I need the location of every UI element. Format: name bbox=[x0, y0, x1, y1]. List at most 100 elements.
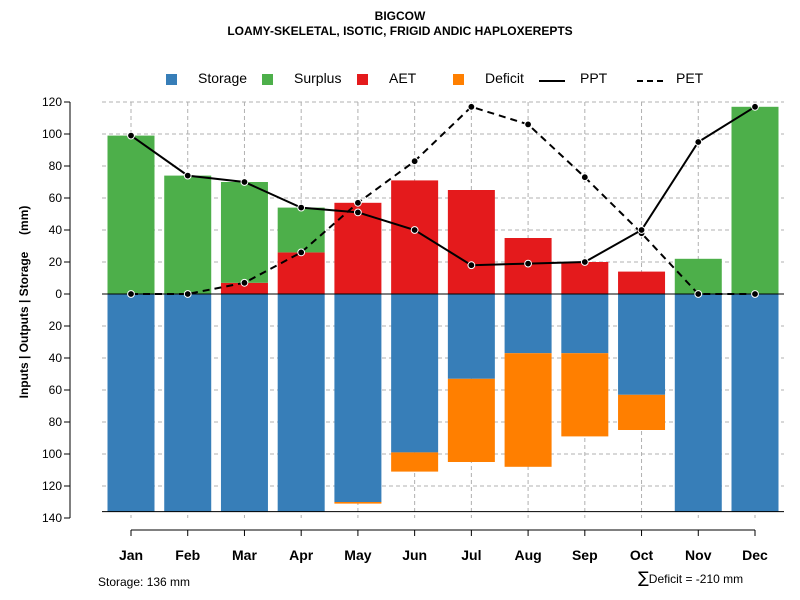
storage-bar bbox=[220, 294, 268, 512]
pet-point bbox=[354, 198, 362, 207]
deficit-sum-note: ∑Deficit = -210 mm bbox=[638, 568, 743, 587]
legend-storage-label: Storage bbox=[198, 70, 248, 86]
y-tick-label: 40 bbox=[49, 223, 63, 237]
legend: Storage Surplus AET Deficit PPT PET bbox=[0, 70, 800, 90]
legend-aet-swatch bbox=[357, 74, 368, 85]
x-tick-label: Oct bbox=[630, 547, 654, 563]
legend-pet-label: PET bbox=[676, 70, 704, 86]
legend-surplus-label: Surplus bbox=[294, 70, 342, 86]
legend-storage-swatch bbox=[166, 74, 177, 85]
y-tick-label: 80 bbox=[49, 415, 63, 429]
ppt-point bbox=[580, 258, 589, 266]
x-tick-label: Sep bbox=[572, 547, 598, 563]
y-tick-label: 100 bbox=[42, 447, 62, 461]
x-tick-label: Jan bbox=[119, 547, 143, 563]
x-tick-label: Mar bbox=[232, 547, 257, 563]
x-tick-label: Feb bbox=[175, 547, 200, 563]
y-tick-label: 40 bbox=[49, 351, 63, 365]
pet-point bbox=[467, 102, 476, 111]
aet-bar bbox=[561, 262, 609, 294]
y-tick-label: 0 bbox=[55, 287, 62, 301]
pet-point bbox=[240, 278, 249, 287]
x-tick-label: Dec bbox=[742, 547, 768, 563]
chart-title: BIGCOW bbox=[374, 9, 426, 23]
sigma-symbol: ∑ bbox=[638, 568, 649, 587]
deficit-bar bbox=[618, 394, 666, 430]
pet-point bbox=[410, 157, 419, 166]
lines bbox=[127, 102, 759, 298]
y-tick-label: 20 bbox=[49, 255, 63, 269]
deficit-bar bbox=[334, 502, 382, 504]
pet-point bbox=[694, 290, 703, 298]
x-tick-label: Jul bbox=[461, 547, 481, 563]
pet-point bbox=[580, 173, 589, 182]
storage-bar bbox=[674, 294, 722, 512]
legend-surplus-swatch bbox=[262, 74, 273, 85]
storage-bar bbox=[277, 294, 325, 512]
pet-point bbox=[183, 290, 192, 298]
deficit-sum-text: Deficit = -210 mm bbox=[648, 572, 744, 586]
deficit-bar bbox=[447, 378, 495, 462]
chart-subtitle: LOAMY-SKELETAL, ISOTIC, FRIGID ANDIC HAP… bbox=[227, 24, 573, 38]
ppt-point bbox=[354, 208, 362, 217]
surplus-bar bbox=[277, 207, 325, 253]
x-tick-label: May bbox=[344, 547, 371, 563]
x-tick-label: Nov bbox=[685, 547, 712, 563]
storage-bar bbox=[561, 294, 609, 354]
aet-bar bbox=[618, 271, 666, 294]
ppt-point bbox=[751, 102, 759, 111]
surplus-bar bbox=[731, 106, 779, 294]
ppt-point bbox=[410, 226, 419, 234]
deficit-bar bbox=[561, 353, 609, 437]
legend-aet-label: AET bbox=[389, 70, 417, 86]
x-tick-label: Aug bbox=[514, 547, 541, 563]
pet-point bbox=[127, 290, 135, 298]
aet-bar bbox=[220, 282, 268, 294]
storage-bar bbox=[334, 294, 382, 502]
legend-ppt-label: PPT bbox=[580, 70, 608, 86]
ppt-point bbox=[240, 178, 249, 186]
storage-note: Storage: 136 mm bbox=[98, 575, 191, 589]
y-tick-label: 60 bbox=[49, 191, 63, 205]
storage-bar bbox=[107, 294, 155, 512]
ppt-point bbox=[183, 171, 192, 180]
y-tick-label: 120 bbox=[42, 479, 62, 493]
deficit-bar bbox=[504, 353, 552, 467]
pet-point bbox=[524, 120, 532, 129]
pet-point bbox=[751, 290, 759, 298]
y-tick-label: 100 bbox=[42, 127, 62, 141]
ppt-point bbox=[524, 259, 532, 268]
ppt-point bbox=[467, 261, 476, 270]
pet-line bbox=[131, 105, 755, 295]
y-tick-label: 60 bbox=[49, 383, 63, 397]
x-tick-label: Apr bbox=[289, 547, 314, 563]
y-tick-label: 20 bbox=[49, 319, 63, 333]
storage-bar bbox=[447, 294, 495, 379]
ppt-line bbox=[130, 105, 756, 267]
pet-point bbox=[297, 248, 306, 257]
bars bbox=[102, 106, 784, 513]
storage-bar bbox=[164, 294, 212, 512]
storage-bar bbox=[391, 294, 439, 453]
deficit-bar bbox=[391, 452, 439, 472]
aet-bar bbox=[447, 190, 495, 294]
surplus-bar bbox=[674, 258, 722, 294]
ppt-point bbox=[297, 203, 306, 212]
aet-bar bbox=[391, 180, 439, 294]
axes: 120 100 80 60 40 20 0 20 40 60 80 100 120 140 Jan Feb Ma… bbox=[42, 95, 768, 563]
ppt-point bbox=[694, 138, 703, 146]
x-tick-label: Jun bbox=[402, 547, 427, 563]
y-tick-label: 120 bbox=[42, 95, 62, 109]
legend-pet-line bbox=[637, 80, 663, 82]
legend-deficit-label: Deficit bbox=[485, 70, 524, 86]
storage-bar bbox=[504, 294, 552, 354]
storage-bar bbox=[618, 294, 666, 395]
surplus-bar bbox=[164, 175, 212, 294]
aet-bar bbox=[277, 252, 325, 294]
y-tick-label: 80 bbox=[49, 159, 63, 173]
legend-ppt-line bbox=[539, 80, 565, 82]
storage-bar bbox=[731, 294, 779, 512]
surplus-bar bbox=[107, 135, 155, 294]
y-axis-label: Inputs | Outputs | Storage (mm) bbox=[17, 206, 31, 399]
